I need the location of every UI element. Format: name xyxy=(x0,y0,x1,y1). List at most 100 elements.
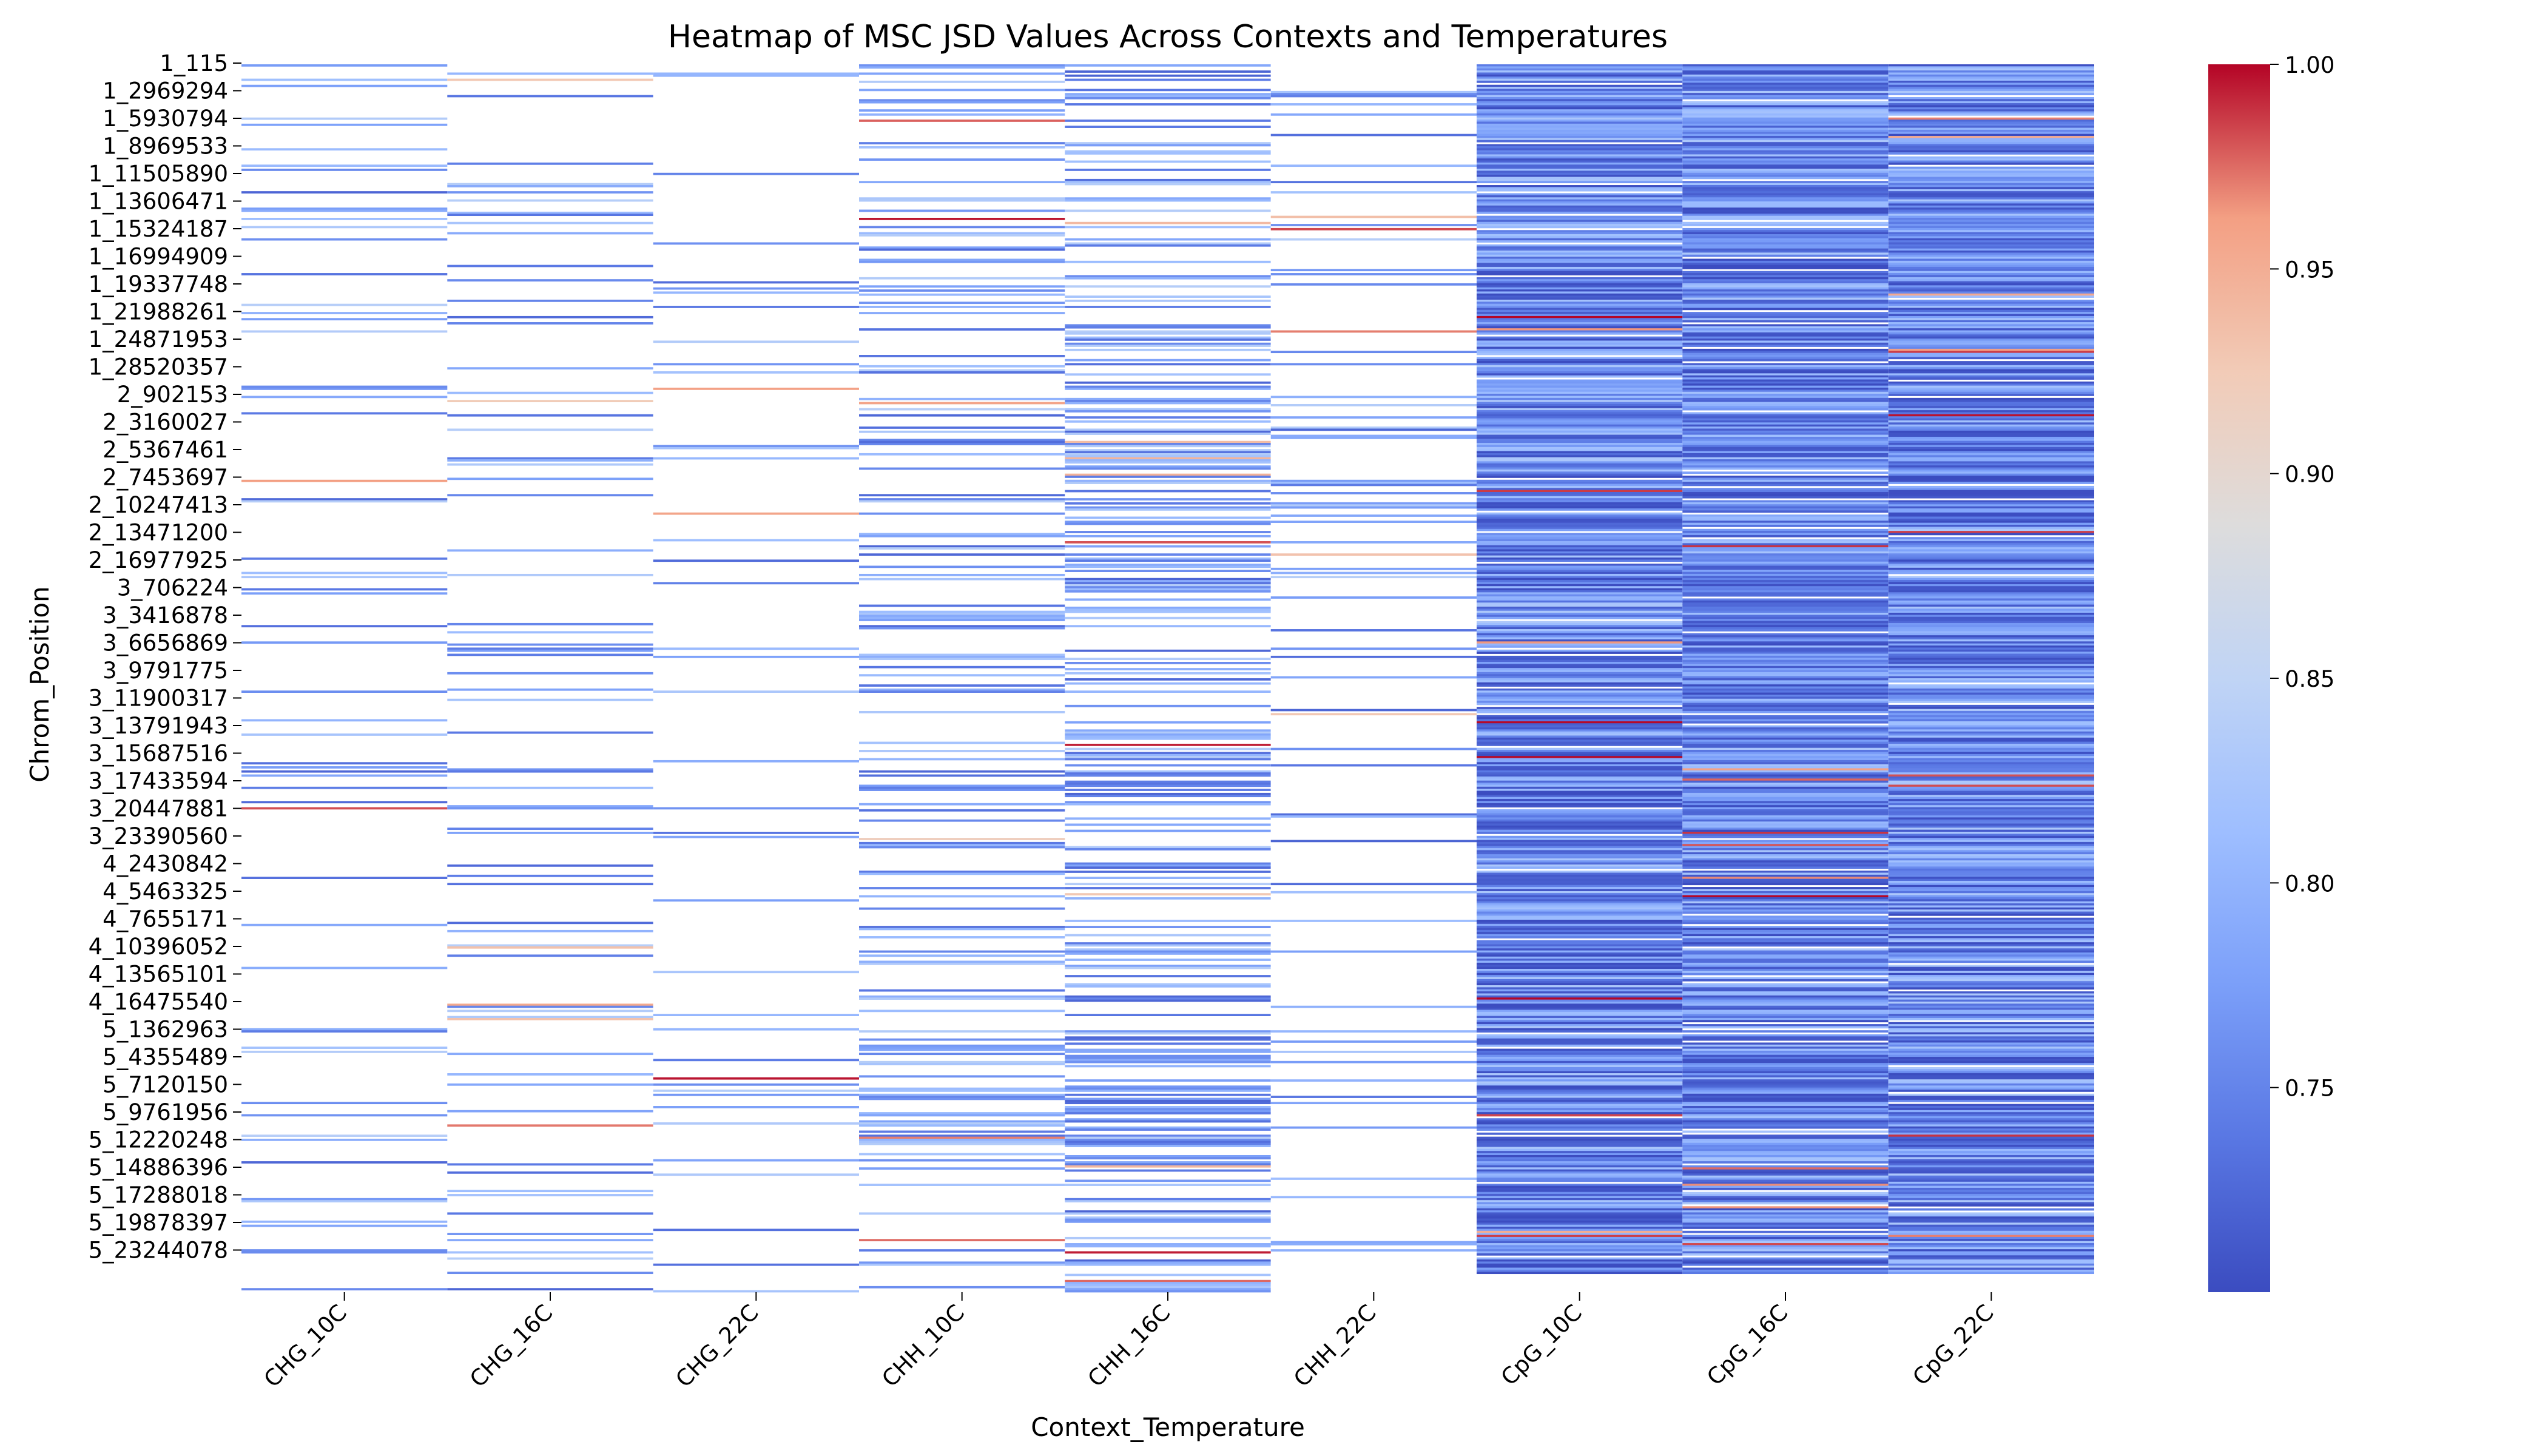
heatmap-cell xyxy=(1477,1157,1683,1160)
heatmap-cell xyxy=(1888,1272,2094,1275)
heatmap-cell xyxy=(1477,299,1683,302)
heatmap-cell xyxy=(241,807,448,810)
heatmap-cell xyxy=(1682,770,1889,773)
heatmap-cell xyxy=(1888,221,2094,224)
heatmap-cell xyxy=(1888,146,2094,149)
heatmap-cell xyxy=(1065,120,1271,122)
heatmap-cell xyxy=(1477,152,1683,155)
heatmap-cell xyxy=(1065,324,1271,327)
heatmap-cell xyxy=(1888,991,2094,994)
heatmap-cell xyxy=(1888,232,2094,235)
heatmap-cell xyxy=(1682,670,1889,673)
heatmap-cell xyxy=(1477,1024,1683,1026)
heatmap-cell xyxy=(1682,1171,1889,1174)
heatmap-cell xyxy=(1888,266,2094,269)
heatmap-cell xyxy=(1682,533,1889,536)
heatmap-cell xyxy=(1477,878,1683,881)
heatmap-cell xyxy=(653,832,859,834)
heatmap-cell xyxy=(1477,901,1683,904)
heatmap-cell xyxy=(1477,1202,1683,1205)
heatmap-cell xyxy=(1888,1110,2094,1113)
heatmap-cell xyxy=(1888,1122,2094,1125)
heatmap-cell xyxy=(1888,195,2094,198)
heatmap-cell xyxy=(1477,201,1683,204)
heatmap-cell xyxy=(859,248,1065,251)
heatmap-cell xyxy=(447,162,653,165)
heatmap-cell xyxy=(1682,132,1889,135)
heatmap-cell xyxy=(1270,215,1477,218)
heatmap-cell xyxy=(1065,559,1271,562)
heatmap-cell xyxy=(1477,363,1683,366)
heatmap-cell xyxy=(1682,1116,1889,1119)
heatmap-cell xyxy=(1888,1114,2094,1117)
heatmap-cell xyxy=(1477,621,1683,624)
heatmap-cell xyxy=(1888,469,2094,472)
heatmap-cell xyxy=(1477,1151,1683,1154)
heatmap-cell xyxy=(653,690,859,693)
heatmap-cell xyxy=(1888,1132,2094,1135)
x-tick-label: CpG_22C xyxy=(1907,1299,1998,1390)
heatmap-cell xyxy=(1065,242,1271,245)
heatmap-cell xyxy=(1888,737,2094,740)
heatmap-cell xyxy=(1888,1200,2094,1202)
heatmap-cell xyxy=(1682,989,1889,992)
heatmap-cell xyxy=(1065,966,1271,969)
heatmap-cell xyxy=(1888,355,2094,357)
heatmap-cell xyxy=(1477,692,1683,695)
heatmap-cell xyxy=(1270,1030,1477,1033)
heatmap-cell xyxy=(1065,1014,1271,1016)
heatmap-cell xyxy=(1270,950,1477,953)
heatmap-cell xyxy=(241,786,448,789)
heatmap-cell xyxy=(1682,127,1889,130)
heatmap-cell xyxy=(1477,1097,1683,1100)
heatmap-cell xyxy=(447,954,653,957)
heatmap-cell xyxy=(1477,926,1683,928)
heatmap-cell xyxy=(1682,971,1889,974)
heatmap-cell xyxy=(1682,1227,1889,1229)
heatmap-cell xyxy=(1477,1165,1683,1168)
heatmap-cell xyxy=(1477,265,1683,268)
heatmap-cell xyxy=(1682,707,1889,709)
colorbar-tick-label: 0.80 xyxy=(2285,871,2334,897)
heatmap-cell xyxy=(1888,132,2094,135)
heatmap-cell xyxy=(1477,929,1683,932)
heatmap-cell xyxy=(1477,324,1683,327)
heatmap-cell xyxy=(1477,70,1683,73)
heatmap-cell xyxy=(1888,76,2094,79)
heatmap-cell xyxy=(1270,506,1477,509)
heatmap-cell xyxy=(1888,318,2094,321)
heatmap-cell xyxy=(1682,266,1889,269)
heatmap-cell xyxy=(1065,817,1271,820)
heatmap-cell xyxy=(1682,1153,1889,1156)
heatmap-cell xyxy=(1477,1124,1683,1127)
heatmap-cell xyxy=(1065,1099,1271,1102)
y-tick-label: 4_5463325 xyxy=(103,878,228,905)
heatmap-cell xyxy=(1477,138,1683,141)
y-tick-label: 1_24871953 xyxy=(89,326,228,352)
heatmap-cell xyxy=(1477,123,1683,126)
heatmap-cell xyxy=(1888,1071,2094,1074)
heatmap-cell xyxy=(1477,1251,1683,1254)
heatmap-cell xyxy=(1888,463,2094,466)
heatmap-cell xyxy=(1477,899,1683,902)
heatmap-cell xyxy=(1682,447,1889,450)
heatmap-cell xyxy=(1477,527,1683,530)
heatmap-cell xyxy=(859,989,1065,992)
heatmap-cell xyxy=(1888,136,2094,138)
heatmap-cell xyxy=(1477,871,1683,873)
heatmap-cell xyxy=(1888,545,2094,548)
heatmap-cell xyxy=(1682,895,1889,898)
heatmap-cell xyxy=(859,1093,1065,1096)
heatmap-cell xyxy=(1682,848,1889,851)
heatmap-cell xyxy=(1477,946,1683,949)
heatmap-cell xyxy=(1888,1096,2094,1098)
heatmap-cell xyxy=(1682,987,1889,990)
heatmap-cell xyxy=(653,371,859,374)
heatmap-cell xyxy=(1682,420,1889,423)
heatmap-cell xyxy=(1682,488,1889,491)
heatmap-cell xyxy=(241,209,448,212)
heatmap-cell xyxy=(241,169,448,171)
heatmap-cell xyxy=(1682,414,1889,417)
heatmap-cell xyxy=(1888,1212,2094,1215)
heatmap-cell xyxy=(1888,635,2094,638)
